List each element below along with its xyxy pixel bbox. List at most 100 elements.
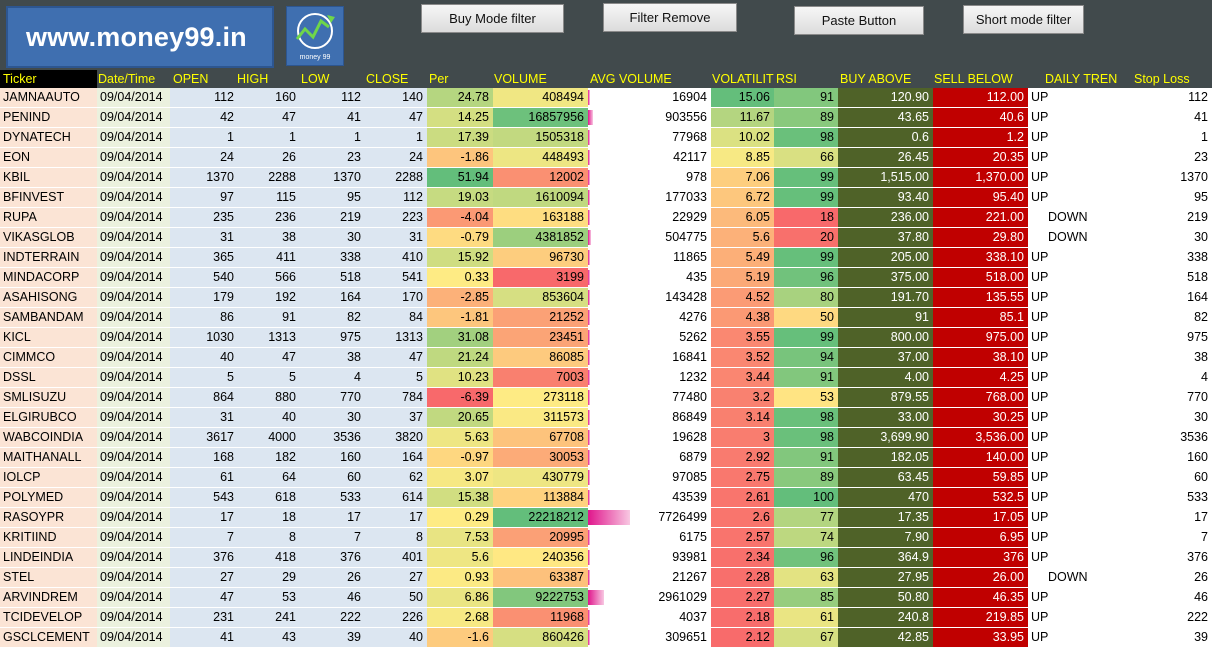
avg-volume-cell[interactable]: 16904: [588, 88, 711, 107]
date-cell[interactable]: 09/04/2014: [97, 408, 170, 427]
table-row[interactable]: KBIL 09/04/2014 1370 2288 1370 2288 51.94 12002…: [0, 168, 1212, 188]
daily-trend-cell[interactable]: UP: [1028, 268, 1116, 287]
ticker-cell[interactable]: INDTERRAIN: [0, 248, 97, 267]
per-cell[interactable]: -1.86: [427, 148, 493, 167]
buy-above-cell[interactable]: 37.00: [838, 348, 933, 367]
date-cell[interactable]: 09/04/2014: [97, 428, 170, 447]
rsi-cell[interactable]: 96: [774, 548, 838, 567]
sell-below-cell[interactable]: 26.00: [933, 568, 1028, 587]
rsi-cell[interactable]: 98: [774, 128, 838, 147]
avg-volume-cell[interactable]: 903556: [588, 108, 711, 127]
stop-loss-cell[interactable]: 164: [1116, 288, 1212, 307]
header-ticker[interactable]: Ticker: [0, 70, 97, 88]
per-cell[interactable]: 14.25: [427, 108, 493, 127]
avg-volume-cell[interactable]: 97085: [588, 468, 711, 487]
stop-loss-cell[interactable]: 95: [1116, 188, 1212, 207]
ticker-cell[interactable]: ASAHISONG: [0, 288, 97, 307]
table-row[interactable]: EON 09/04/2014 24 26 23 24 -1.86 448493 42117 8.8…: [0, 148, 1212, 168]
buy-above-cell[interactable]: 17.35: [838, 508, 933, 527]
ticker-cell[interactable]: PENIND: [0, 108, 97, 127]
ticker-cell[interactable]: WABCOINDIA: [0, 428, 97, 447]
close-cell[interactable]: 112: [365, 188, 427, 207]
open-cell[interactable]: 40: [170, 348, 238, 367]
low-cell[interactable]: 164: [300, 288, 365, 307]
per-cell[interactable]: -2.85: [427, 288, 493, 307]
open-cell[interactable]: 540: [170, 268, 238, 287]
volume-cell[interactable]: 20995: [493, 528, 588, 547]
daily-trend-cell[interactable]: UP: [1028, 328, 1116, 347]
per-cell[interactable]: 0.33: [427, 268, 493, 287]
rsi-cell[interactable]: 89: [774, 108, 838, 127]
avg-volume-cell[interactable]: 22929: [588, 208, 711, 227]
sell-below-cell[interactable]: 518.00: [933, 268, 1028, 287]
date-cell[interactable]: 09/04/2014: [97, 248, 170, 267]
high-cell[interactable]: 47: [238, 348, 300, 367]
rsi-cell[interactable]: 50: [774, 308, 838, 327]
volatility-cell[interactable]: 3.44: [711, 368, 774, 387]
stop-loss-cell[interactable]: 60: [1116, 468, 1212, 487]
avg-volume-cell[interactable]: 143428: [588, 288, 711, 307]
low-cell[interactable]: 4: [300, 368, 365, 387]
sell-below-cell[interactable]: 112.00: [933, 88, 1028, 107]
date-cell[interactable]: 09/04/2014: [97, 588, 170, 607]
low-cell[interactable]: 376: [300, 548, 365, 567]
low-cell[interactable]: 112: [300, 88, 365, 107]
volume-cell[interactable]: 860426: [493, 628, 588, 647]
volume-cell[interactable]: 430779: [493, 468, 588, 487]
high-cell[interactable]: 1313: [238, 328, 300, 347]
date-cell[interactable]: 09/04/2014: [97, 188, 170, 207]
volume-cell[interactable]: 448493: [493, 148, 588, 167]
daily-trend-cell[interactable]: UP: [1028, 548, 1116, 567]
low-cell[interactable]: 3536: [300, 428, 365, 447]
table-row[interactable]: VIKASGLOB 09/04/2014 31 38 30 31 -0.79 4381852 5…: [0, 228, 1212, 248]
stop-loss-cell[interactable]: 39: [1116, 628, 1212, 647]
table-row[interactable]: ASAHISONG 09/04/2014 179 192 164 170 -2.85 8536…: [0, 288, 1212, 308]
sell-below-cell[interactable]: 20.35: [933, 148, 1028, 167]
stop-loss-cell[interactable]: 3536: [1116, 428, 1212, 447]
table-row[interactable]: RUPA 09/04/2014 235 236 219 223 -4.04 163188 229…: [0, 208, 1212, 228]
high-cell[interactable]: 880: [238, 388, 300, 407]
sell-below-cell[interactable]: 95.40: [933, 188, 1028, 207]
buy-above-cell[interactable]: 33.00: [838, 408, 933, 427]
stop-loss-cell[interactable]: 518: [1116, 268, 1212, 287]
header-low[interactable]: LOW: [301, 72, 330, 86]
close-cell[interactable]: 47: [365, 108, 427, 127]
ticker-cell[interactable]: BFINVEST: [0, 188, 97, 207]
open-cell[interactable]: 235: [170, 208, 238, 227]
buy-above-cell[interactable]: 93.40: [838, 188, 933, 207]
buy-above-cell[interactable]: 375.00: [838, 268, 933, 287]
high-cell[interactable]: 566: [238, 268, 300, 287]
per-cell[interactable]: 7.53: [427, 528, 493, 547]
ticker-cell[interactable]: CIMMCO: [0, 348, 97, 367]
low-cell[interactable]: 26: [300, 568, 365, 587]
low-cell[interactable]: 518: [300, 268, 365, 287]
high-cell[interactable]: 53: [238, 588, 300, 607]
high-cell[interactable]: 43: [238, 628, 300, 647]
rsi-cell[interactable]: 100: [774, 488, 838, 507]
low-cell[interactable]: 23: [300, 148, 365, 167]
date-cell[interactable]: 09/04/2014: [97, 208, 170, 227]
table-row[interactable]: POLYMED 09/04/2014 543 618 533 614 15.38 113884…: [0, 488, 1212, 508]
close-cell[interactable]: 140: [365, 88, 427, 107]
avg-volume-cell[interactable]: 21267: [588, 568, 711, 587]
rsi-cell[interactable]: 67: [774, 628, 838, 647]
rsi-cell[interactable]: 91: [774, 448, 838, 467]
header-per[interactable]: Per: [429, 72, 449, 86]
buy-above-cell[interactable]: 43.65: [838, 108, 933, 127]
ticker-cell[interactable]: SAMBANDAM: [0, 308, 97, 327]
ticker-cell[interactable]: MINDACORP: [0, 268, 97, 287]
per-cell[interactable]: 5.63: [427, 428, 493, 447]
open-cell[interactable]: 24: [170, 148, 238, 167]
date-cell[interactable]: 09/04/2014: [97, 448, 170, 467]
date-cell[interactable]: 09/04/2014: [97, 308, 170, 327]
open-cell[interactable]: 864: [170, 388, 238, 407]
close-cell[interactable]: 170: [365, 288, 427, 307]
date-cell[interactable]: 09/04/2014: [97, 148, 170, 167]
daily-trend-cell[interactable]: UP: [1028, 428, 1116, 447]
sell-below-cell[interactable]: 4.25: [933, 368, 1028, 387]
per-cell[interactable]: 17.39: [427, 128, 493, 147]
header-stop-loss[interactable]: Stop Loss: [1134, 72, 1190, 86]
high-cell[interactable]: 29: [238, 568, 300, 587]
volume-cell[interactable]: 63387: [493, 568, 588, 587]
rsi-cell[interactable]: 20: [774, 228, 838, 247]
